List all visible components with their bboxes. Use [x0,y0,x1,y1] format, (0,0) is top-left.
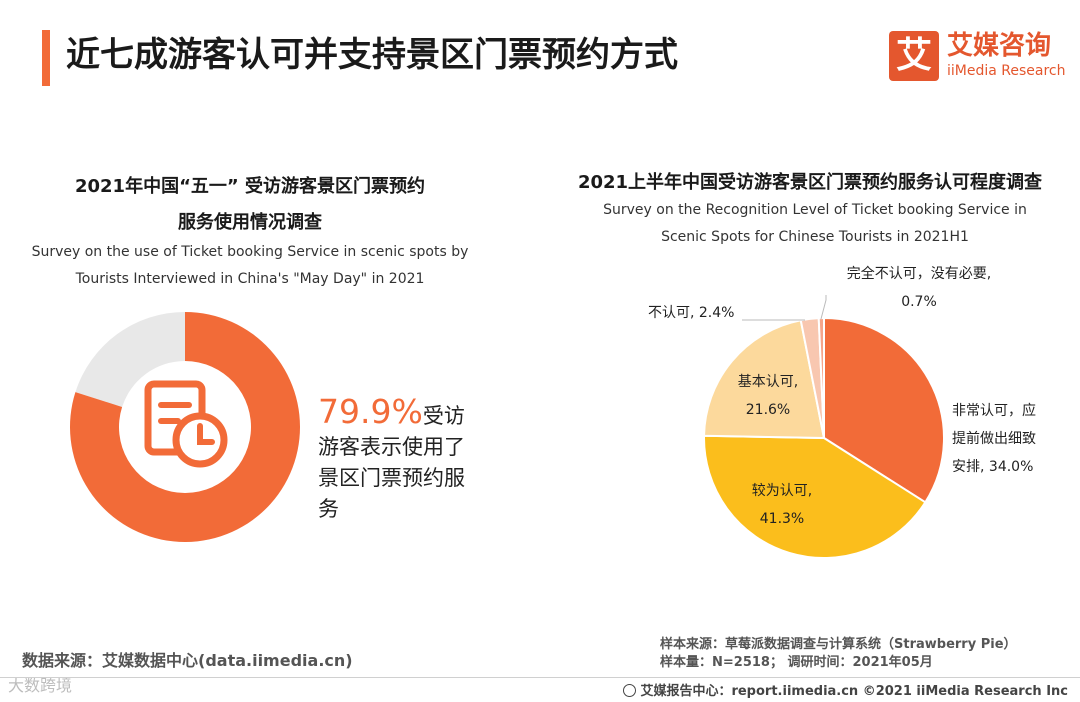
pie-label-none-value: 0.7% [901,294,937,310]
globe-icon [623,684,637,697]
sample-source: 样本来源：草莓派数据调查与计算系统（Strawberry Pie） [660,637,1017,652]
pie-label-not: 不认可, 2.4% [648,305,735,321]
left-chart-title-line1: 2021年中国“五一” 受访游客景区门票预约 [74,176,426,197]
pie-label-very-line3: 安排, [952,459,985,475]
pie-slice-very [823,316,945,504]
donut-remainder-arc [75,312,185,407]
leader-line-none [820,295,827,320]
right-chart-title: 2021上半年中国受访游客景区门票预约服务认可程度调查 [577,172,1043,193]
watermark: 大数跨境 [8,676,73,695]
usage-highlight: 79.9%受访游客表示使用了景区门票预约服务 [318,395,478,525]
pie-label-fairly: 较为认可, 41.3% [744,477,820,533]
left-chart-subtitle-line1: Survey on the use of Ticket booking Serv… [31,244,469,260]
right-chart-subtitle-line2: Scenic Spots for Chinese Tourists in 202… [661,229,969,245]
sample-info: 样本来源：草莓派数据调查与计算系统（Strawberry Pie） 样本量：N=… [660,636,1017,672]
ticket-clock-icon [144,380,228,468]
sample-size: 样本量：N=2518； 调研时间：2021年05月 [660,655,933,670]
pie-label-none: 完全不认可，没有必要, 0.7% [834,260,1004,316]
pie-label-very-line2: 提前做出细致 [952,431,1036,447]
data-source: 数据来源：艾媒数据中心(data.iimedia.cn) [22,651,353,670]
pie-label-fairly-name: 较为认可, [751,483,813,499]
usage-donut-chart [70,312,300,542]
pie-label-very: 非常认可，应 提前做出细致 安排, 34.0% [952,397,1036,481]
page-title: 近七成游客认可并支持景区门票预约方式 [66,35,678,75]
pie-slice-none [817,316,825,439]
logo-mark: 艾 [889,31,939,81]
usage-description: 受访游客表示使用了景区门票预约服务 [318,404,465,521]
pie-label-very-line1: 非常认可，应 [952,403,1036,419]
logo-text-cn: 艾媒咨询 [947,31,1052,61]
pie-label-very-value: 34.0% [988,459,1034,475]
pie-label-fairly-value: 41.3% [759,511,805,527]
brand-logo: 艾 艾媒咨询 iiMedia Research [889,31,1066,83]
pie-label-none-name: 完全不认可，没有必要, [846,266,992,282]
donut-filled-arc [70,312,300,542]
pie-label-basic-value: 21.6% [745,402,791,418]
report-center-text: 艾媒报告中心：report.iimedia.cn ©2021 iiMedia R… [640,684,1068,699]
right-chart-subtitle-line1: Survey on the Recognition Level of Ticke… [603,202,1027,218]
title-accent-bar [42,30,50,86]
pie-label-basic: 基本认可, 21.6% [730,368,806,424]
footer-divider [0,677,1080,678]
usage-percent: 79.9% [318,392,423,431]
pie-label-basic-name: 基本认可, [737,374,799,390]
left-chart-subtitle-line2: Tourists Interviewed in China's "May Day… [75,271,425,287]
report-center: 艾媒报告中心：report.iimedia.cn ©2021 iiMedia R… [623,680,1068,699]
left-chart-title-line2: 服务使用情况调查 [178,212,322,233]
logo-text-en: iiMedia Research [947,63,1066,79]
